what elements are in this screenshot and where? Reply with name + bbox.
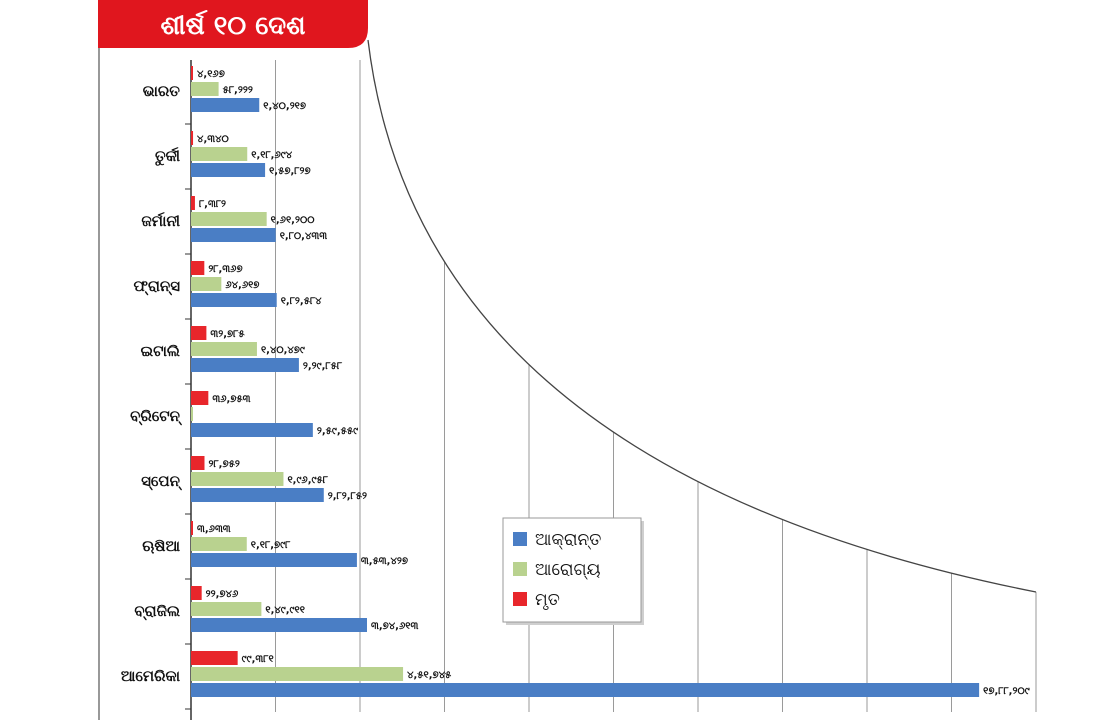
data-label: ୮,୩୮୨ [199,199,226,210]
bar-infected [191,553,357,567]
bar-deaths [191,391,209,405]
data-label: ୨,୫୯,୫୫୯ [317,426,358,437]
bar-recovered [191,82,219,96]
category-label: ସ୍ପେନ୍ [141,472,182,491]
legend-label: ଆରୋଗ୍ୟ [535,560,601,580]
category-label: ଭାରତ [143,82,181,100]
data-label: ୧,୮୦,୪୩୩ [280,231,328,242]
bar-infected [191,228,276,242]
category-label: ତୁର୍କୀ [155,146,181,166]
bar-recovered [191,667,404,681]
category-label: ଋଷିଆ [142,537,180,555]
data-label: ୧,୪୦,୪୭୯ [261,345,305,356]
bar-recovered [191,407,193,421]
bar-infected [191,488,324,502]
bar-recovered [191,147,248,161]
data-label: ୫୮,୨୨୨ [223,85,253,96]
data-label: ୧,୧୮,୬୯୪ [251,150,292,161]
data-label: ୪,୫୧,୭୪୫ [407,670,452,681]
data-label: ୪,୩୪୦ [197,134,229,145]
legend-swatch [513,592,527,606]
bar-deaths [191,131,194,145]
data-label: ୨,୨୯,୮୫୮ [303,361,343,372]
legend-label: ମୃତ [535,590,560,610]
data-label: ୨୨,୭୪୬ [206,589,239,600]
bar-deaths [191,66,193,80]
data-label: ୧,୪୯,୯୧୧ [265,605,305,616]
bars [191,66,980,697]
bar-recovered [191,277,222,291]
bar-deaths [191,326,207,340]
legend-swatch [513,532,527,546]
bar-recovered [191,472,284,486]
data-label: ୩୨,୭୮୫ [210,329,245,340]
data-label: ୪,୧୬୭ [197,69,225,80]
bar-infected [191,618,367,632]
bar-deaths [191,196,195,210]
data-label: ୯୯,୩୮୧ [242,654,274,665]
data-label: ୧,୫୭,୮୨୭ [269,166,311,177]
labels: ଭାରତ ୪,୧୬୭ ୫୮,୨୨୨ ୧,୪୦,୨୧୭ ତୁର୍କୀ ୪,୩୪୦ ୧,୧୮,୬… [121,69,1030,697]
data-label: ୩,୭୪,୬୧୩ [371,621,418,632]
data-label: ୬୪,୬୧୭ [225,280,259,291]
data-label: ୨୮,୩୬୭ [208,264,242,275]
bar-recovered [191,212,267,226]
bar-recovered [191,537,247,551]
data-label: ୧,୬୧,୨୦୦ [271,215,316,226]
category-label: ଇଟାଲି [141,342,180,360]
data-label: ୩,୬୩୩ [197,524,231,535]
data-label: ୧,୮୨,୫୮୪ [281,296,322,307]
data-label: ୩୬,୭୫୩ [212,394,250,405]
data-label: ୧,୪୦,୨୧୭ [263,101,306,112]
bar-infected [191,163,266,177]
chart-title: ଶୀର୍ଷ ୧୦ ଦେଶ [161,10,306,41]
data-label: ୧,୧୮,୭୯୮ [251,540,291,551]
bar-recovered [191,342,257,356]
category-label: ଆମେରିକା [121,667,181,685]
category-label: ବ୍ରାଜିଲ [134,602,180,621]
bar-deaths [191,521,193,535]
curve-mask [368,0,1103,592]
decorative-curve [367,0,1103,593]
bar-infected [191,358,299,372]
legend-swatch [513,562,527,576]
category-label: ଫ୍ରାନ୍ସ [134,277,181,296]
data-label: ୧,୯୬,୯୫୮ [287,475,328,486]
legend-label: ଆକ୍ରାନ୍ତ [535,530,601,550]
data-label: ୩,୫୩,୪୨୭ [361,556,408,567]
bar-infected [191,98,260,112]
category-label: ଜର୍ମାନୀ [141,211,180,230]
bar-deaths [191,586,202,600]
data-label: ୨୮,୭୫୨ [208,459,239,470]
bar-deaths [191,651,238,665]
curve-line [367,39,1037,593]
bar-deaths [191,261,205,275]
bar-infected [191,423,313,437]
data-label: ୨,୮୨,୮୫୨ [328,491,367,502]
bar-infected [191,683,980,697]
bar-deaths [191,456,205,470]
data-label: ୧୭,୮୮,୨୦୯ [983,686,1030,697]
bar-infected [191,293,277,307]
title-background [98,0,368,48]
bar-recovered [191,602,262,616]
category-label: ବ୍ରିଟେନ୍ [130,407,182,426]
chart-title-banner: ଶୀର୍ଷ ୧୦ ଦେଶ [98,0,368,48]
legend: ଆକ୍ରାନ୍ତ ଆରୋଗ୍ୟ ମୃତ [502,517,644,625]
